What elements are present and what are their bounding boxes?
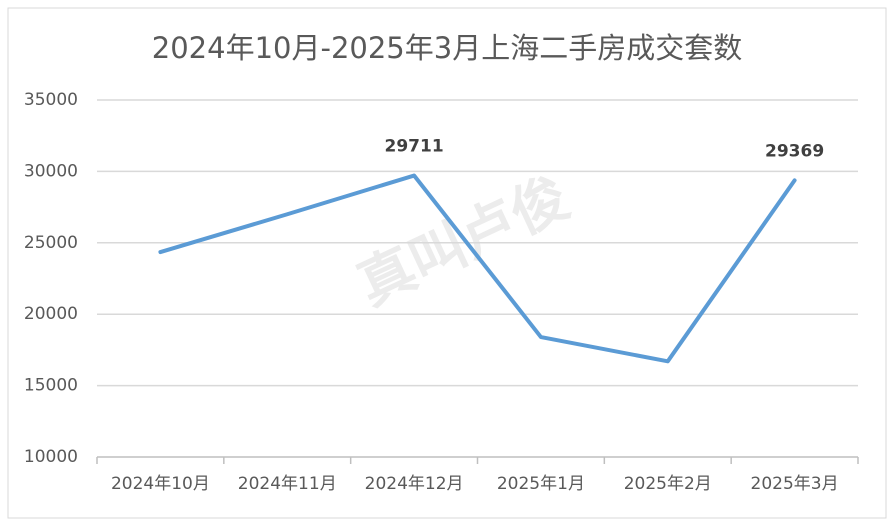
chart-border: [7, 7, 887, 519]
data-label: 29369: [765, 141, 824, 161]
series-line: [158, 173, 797, 364]
y-tick-label: 30000: [24, 161, 78, 181]
y-tick-label: 35000: [24, 90, 78, 110]
y-tick-label: 10000: [24, 447, 78, 467]
x-tick-label: 2025年3月: [751, 474, 839, 494]
y-tick-label: 25000: [24, 233, 78, 253]
chart-title: 2024年10月-2025年3月上海二手房成交套数: [152, 31, 742, 65]
x-tick-label: 2024年12月: [365, 474, 464, 494]
x-tick-label: 2025年1月: [497, 474, 585, 494]
data-label: 29711: [385, 137, 444, 157]
x-tick-label: 2025年2月: [624, 474, 712, 494]
y-tick-label: 20000: [24, 304, 78, 324]
x-tick-label: 2024年11月: [238, 474, 337, 494]
x-tick-label: 2024年10月: [111, 474, 210, 494]
y-tick-label: 15000: [24, 376, 78, 396]
